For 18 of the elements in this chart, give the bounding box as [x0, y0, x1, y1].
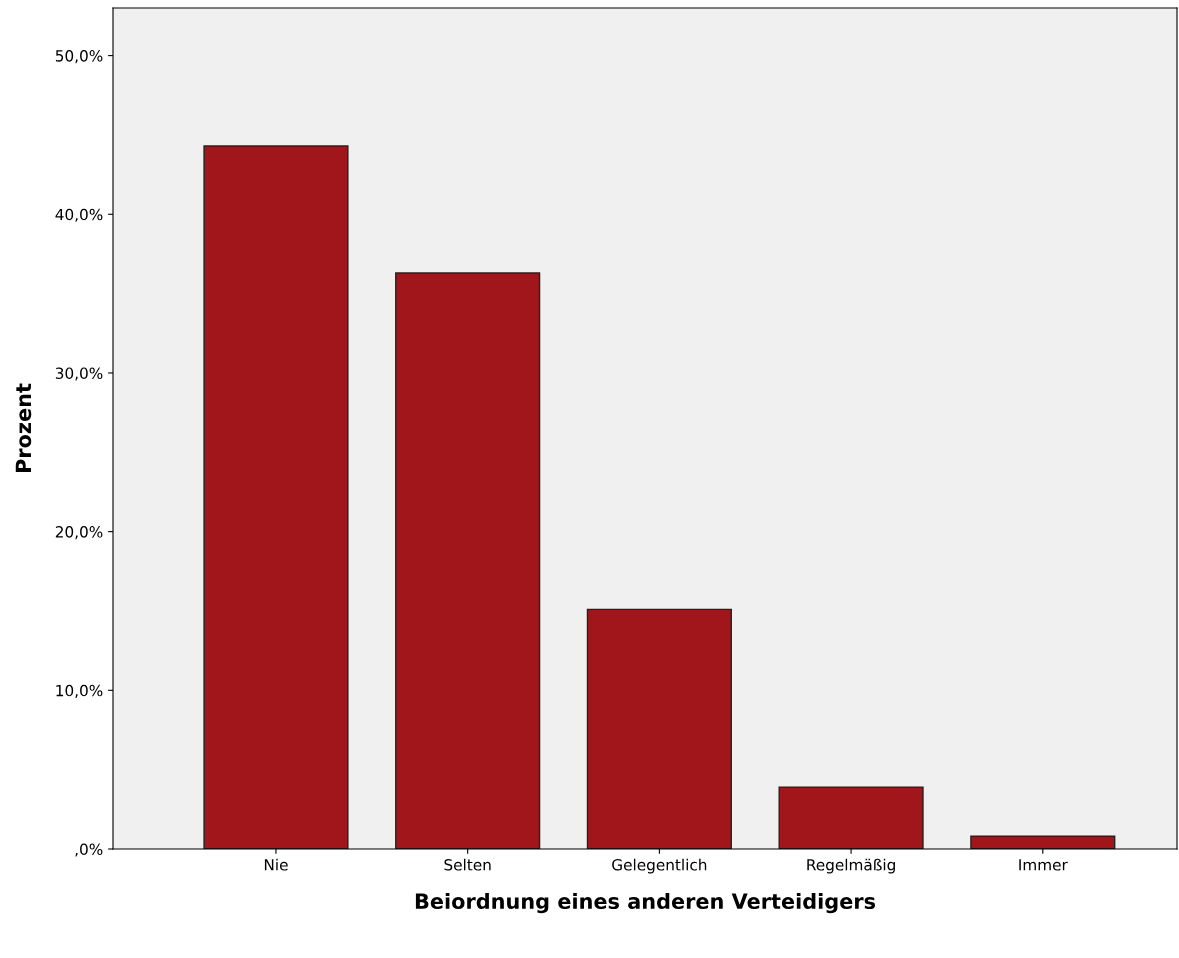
y-tick-label: ,0% — [75, 843, 103, 857]
x-tick-label: Nie — [264, 858, 288, 871]
bar — [970, 835, 1116, 849]
x-tick-label: Immer — [1019, 859, 1068, 871]
bar — [586, 608, 732, 849]
y-tick-label: 30,0% — [55, 367, 103, 381]
x-tick-label: Regelmäßig — [807, 858, 895, 874]
y-tick-label: 50,0% — [55, 50, 103, 64]
x-tick-label: Selten — [444, 858, 491, 871]
y-tick-label: 10,0% — [56, 684, 103, 698]
y-tick-label: 20,0% — [55, 526, 103, 540]
x-axis-title: Beiordnung eines anderen Verteidigers — [415, 892, 876, 914]
bar — [778, 786, 924, 849]
x-tick-label: Gelegentlich — [612, 858, 707, 874]
bar — [395, 272, 541, 849]
bar — [203, 145, 349, 849]
y-tick-label: 40,0% — [55, 208, 103, 222]
y-axis-title: Prozent — [15, 383, 32, 473]
